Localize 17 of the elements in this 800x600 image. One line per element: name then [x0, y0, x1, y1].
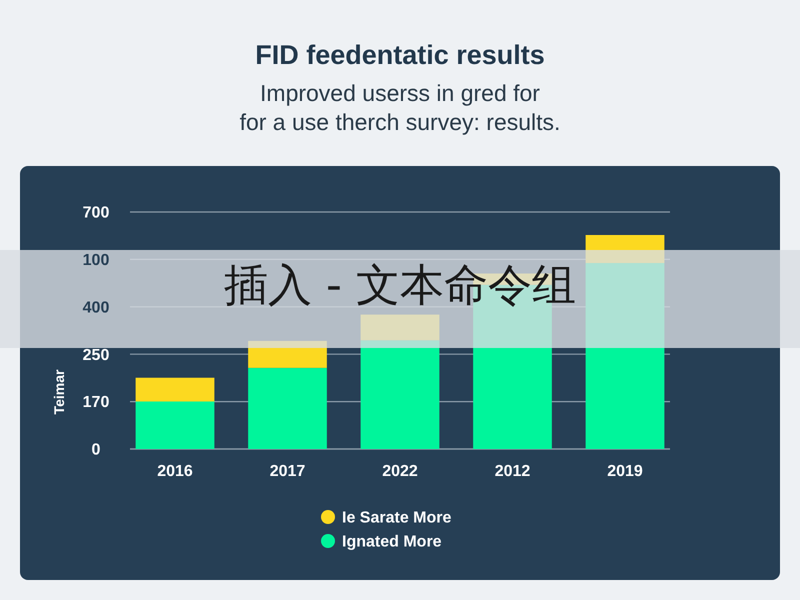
chart-title: FID feedentatic results [255, 40, 545, 70]
x-tick-label: 2016 [157, 463, 193, 480]
chart-subtitle: Improved userss in gred for for a use therch survey: results. [240, 80, 560, 135]
y-axis-title: Teimar [51, 369, 67, 414]
text: 0 [92, 442, 101, 459]
text: 400 [82, 299, 110, 316]
legend-label: Ie Sarate More [342, 510, 452, 527]
text: 170 [82, 394, 110, 412]
x-tick-label: 2019 [607, 463, 643, 480]
band-label: 插入 - 文本命令组 [224, 260, 576, 311]
text: 700 [82, 204, 110, 222]
legend-label: Ignated More [342, 534, 442, 551]
x-tick-label: 2012 [494, 463, 530, 480]
x-tick-label: 2017 [270, 463, 306, 480]
text: 100 [82, 252, 110, 269]
text: 250 [82, 346, 110, 364]
x-tick-label: 2022 [382, 463, 418, 480]
